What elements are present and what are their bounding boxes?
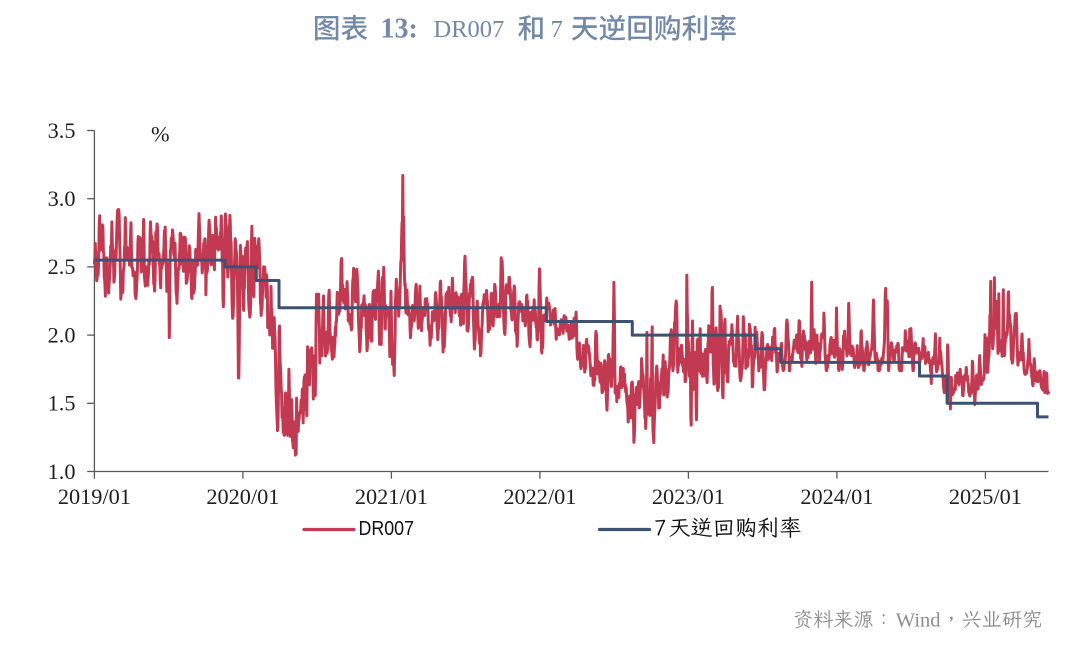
- svg-text:2.0: 2.0: [48, 322, 76, 347]
- svg-text:DR007: DR007: [359, 518, 415, 540]
- svg-text:1.0: 1.0: [48, 459, 76, 484]
- svg-text:Wind: Wind: [896, 609, 941, 631]
- svg-text:2020/01: 2020/01: [206, 484, 279, 509]
- svg-text:7: 7: [551, 16, 563, 43]
- svg-text:2023/01: 2023/01: [652, 484, 725, 509]
- svg-text:13:: 13:: [381, 14, 418, 45]
- svg-text:%: %: [151, 122, 170, 147]
- svg-text:2024/01: 2024/01: [800, 484, 873, 509]
- svg-text:2021/01: 2021/01: [355, 484, 428, 509]
- svg-text:DR007: DR007: [434, 16, 505, 43]
- svg-text:2019/01: 2019/01: [58, 484, 131, 509]
- svg-text:2022/01: 2022/01: [503, 484, 576, 509]
- svg-text:2025/01: 2025/01: [949, 484, 1022, 509]
- svg-text:1.5: 1.5: [48, 391, 76, 416]
- svg-text:3.0: 3.0: [48, 186, 76, 211]
- svg-text:3.5: 3.5: [48, 118, 76, 143]
- svg-text:2.5: 2.5: [48, 254, 76, 279]
